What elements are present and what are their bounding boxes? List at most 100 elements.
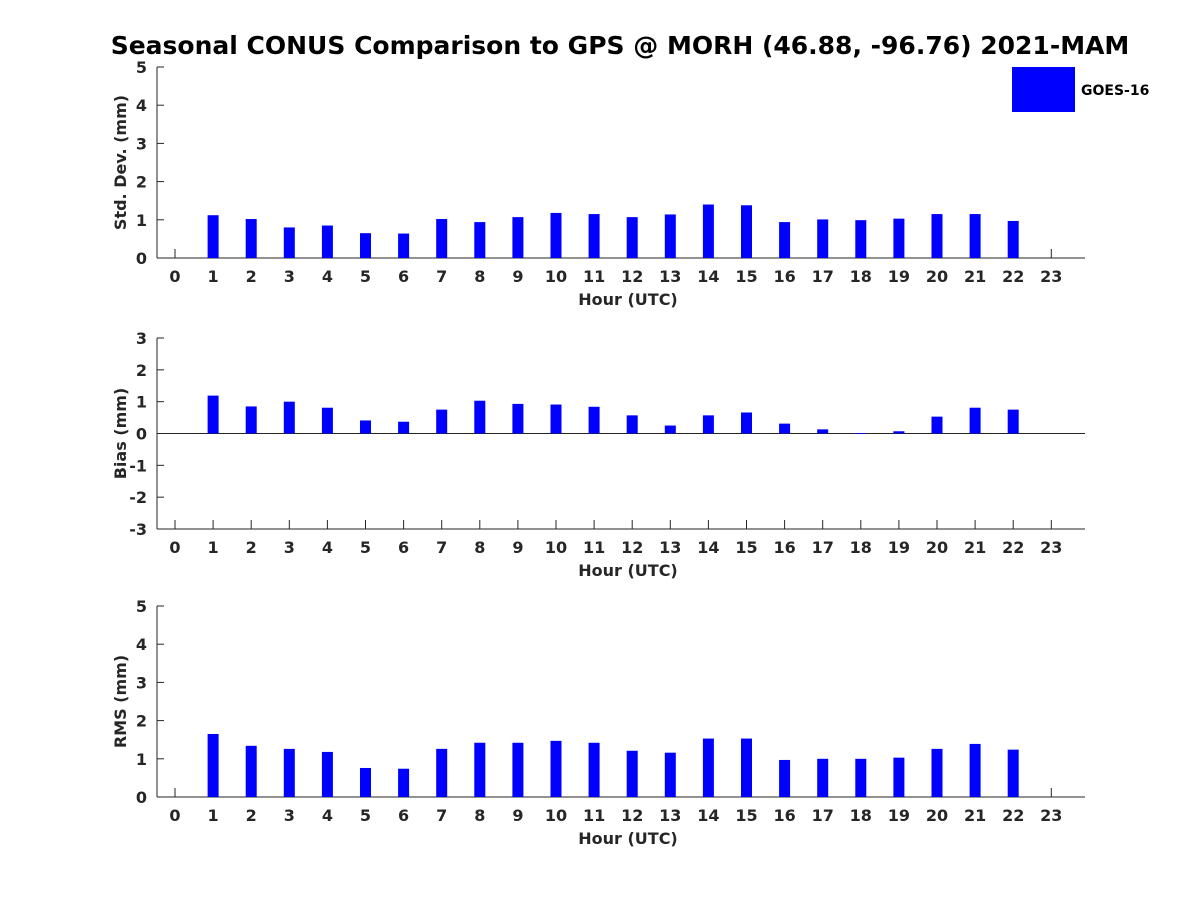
bar-hour-7 — [436, 409, 448, 434]
x-tick-label: 8 — [474, 806, 485, 825]
x-tick-label: 2 — [246, 806, 257, 825]
bar-hour-2 — [245, 745, 257, 797]
x-tick-label: 14 — [697, 538, 719, 557]
y-tick-label: 0 — [136, 249, 147, 268]
bar-hour-19 — [893, 757, 905, 797]
bar-hour-22 — [1007, 409, 1019, 434]
bar-hour-14 — [702, 204, 714, 258]
x-axis-label: Hour (UTC) — [578, 290, 678, 309]
bar-hour-3 — [283, 401, 295, 434]
y-tick-label: -2 — [129, 488, 147, 507]
x-tick-label: 3 — [284, 538, 295, 557]
bar-hour-4 — [321, 225, 333, 258]
x-tick-label: 23 — [1040, 267, 1062, 286]
x-tick-label: 22 — [1002, 538, 1024, 557]
bar-hour-20 — [931, 416, 943, 434]
x-tick-label: 11 — [583, 806, 605, 825]
x-tick-label: 16 — [773, 538, 795, 557]
x-tick-label: 23 — [1040, 806, 1062, 825]
y-tick-label: 1 — [136, 211, 147, 230]
bar-hour-21 — [969, 407, 981, 434]
bar-hour-10 — [550, 212, 562, 258]
bar-hour-20 — [931, 214, 943, 258]
bar-hour-16 — [779, 423, 791, 434]
x-axis-label: Hour (UTC) — [578, 829, 678, 848]
y-tick-label: 3 — [136, 329, 147, 348]
x-tick-label: 15 — [735, 538, 757, 557]
x-tick-label: 6 — [398, 806, 409, 825]
bar-hour-10 — [550, 404, 562, 434]
bar-hour-21 — [969, 743, 981, 797]
bar-hour-16 — [779, 222, 791, 258]
bar-hour-18 — [855, 433, 867, 434]
x-tick-label: 1 — [208, 806, 219, 825]
x-tick-label: 13 — [659, 806, 681, 825]
bar-hour-5 — [360, 767, 371, 797]
bar-hour-17 — [817, 758, 829, 797]
x-tick-label: 23 — [1040, 538, 1062, 557]
x-tick-label: 10 — [545, 806, 567, 825]
x-tick-label: 18 — [850, 267, 872, 286]
bar-hour-1 — [207, 733, 219, 797]
x-tick-label: 3 — [284, 806, 295, 825]
y-tick-label: -1 — [129, 456, 147, 475]
bar-hour-12 — [626, 750, 638, 797]
y-axis-label: RMS (mm) — [111, 655, 130, 748]
bar-hour-11 — [588, 214, 600, 258]
bar-hour-13 — [664, 752, 676, 797]
x-tick-label: 2 — [246, 267, 257, 286]
y-tick-label: 4 — [136, 635, 147, 654]
x-tick-label: 9 — [512, 806, 523, 825]
x-tick-label: 21 — [964, 806, 986, 825]
bar-hour-14 — [702, 738, 714, 797]
x-tick-label: 8 — [474, 267, 485, 286]
x-tick-label: 5 — [360, 267, 371, 286]
x-tick-label: 12 — [621, 806, 643, 825]
x-tick-label: 17 — [812, 806, 834, 825]
x-tick-label: 0 — [169, 806, 180, 825]
x-tick-label: 14 — [697, 267, 719, 286]
bar-hour-13 — [664, 214, 676, 258]
legend-swatch — [1012, 67, 1075, 112]
x-tick-label: 22 — [1002, 267, 1024, 286]
bar-hour-15 — [741, 412, 752, 434]
bar-hour-22 — [1007, 749, 1019, 797]
bar-hour-19 — [893, 431, 905, 434]
x-tick-label: 6 — [398, 538, 409, 557]
bar-hour-12 — [626, 217, 638, 258]
x-tick-label: 2 — [246, 538, 257, 557]
x-tick-label: 18 — [850, 538, 872, 557]
x-tick-label: 3 — [284, 267, 295, 286]
y-tick-label: 5 — [136, 597, 147, 616]
x-tick-label: 1 — [208, 267, 219, 286]
bar-hour-7 — [436, 748, 448, 797]
y-tick-label: 1 — [136, 393, 147, 412]
y-tick-label: 3 — [136, 673, 147, 692]
bar-hour-19 — [893, 218, 905, 258]
bar-hour-3 — [283, 227, 295, 258]
x-tick-label: 21 — [964, 538, 986, 557]
x-tick-label: 18 — [850, 806, 872, 825]
y-tick-label: 2 — [136, 361, 147, 380]
bar-hour-20 — [931, 748, 943, 797]
x-tick-label: 0 — [169, 267, 180, 286]
legend: GOES-16 — [1012, 67, 1149, 112]
bar-hour-17 — [817, 429, 829, 434]
x-tick-label: 4 — [322, 806, 333, 825]
bar-hour-9 — [512, 217, 524, 258]
bar-hour-9 — [512, 403, 524, 434]
x-tick-label: 19 — [888, 806, 910, 825]
x-tick-label: 12 — [621, 267, 643, 286]
bar-hour-15 — [741, 205, 752, 258]
bar-hour-18 — [855, 758, 867, 797]
x-tick-label: 22 — [1002, 806, 1024, 825]
y-tick-label: 5 — [136, 58, 147, 77]
x-tick-label: 17 — [812, 538, 834, 557]
bar-hour-18 — [855, 220, 867, 258]
x-tick-label: 20 — [926, 538, 948, 557]
x-tick-label: 9 — [512, 538, 523, 557]
